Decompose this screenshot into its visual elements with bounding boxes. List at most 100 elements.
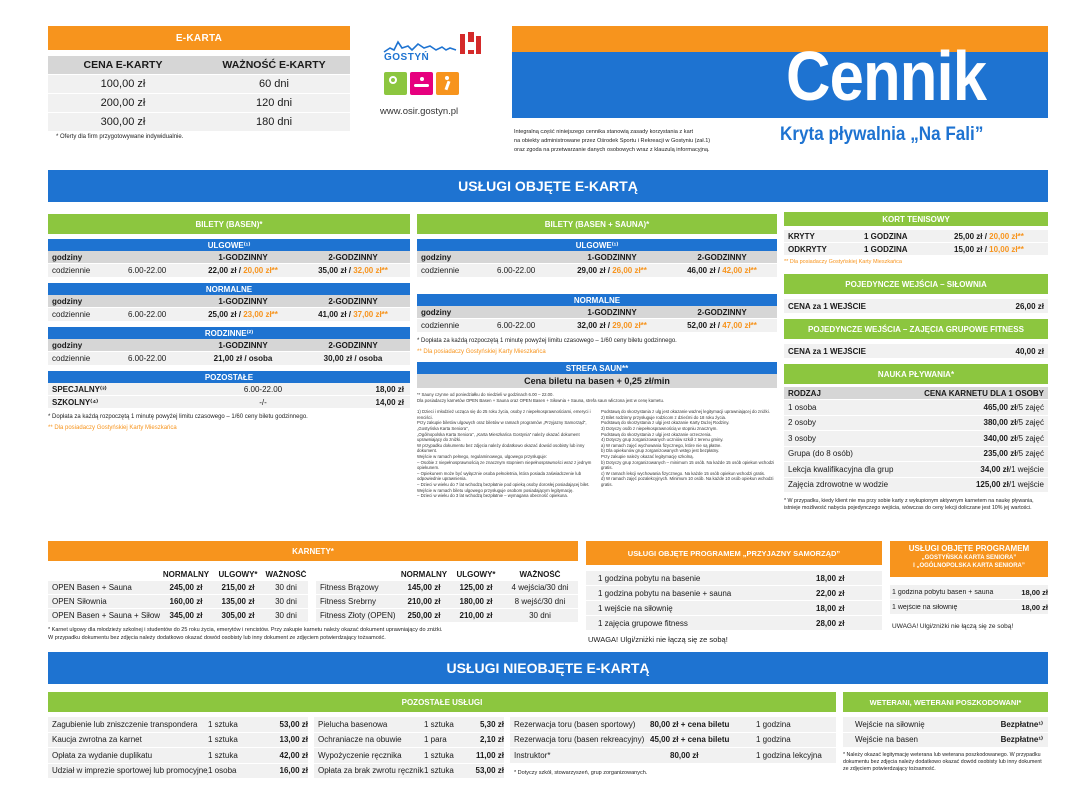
- samorzad-title: USŁUGI OBJĘTE PROGRAMEM „PRZYJAZNY SAMOR…: [586, 541, 882, 565]
- pozostale-title: POZOSTAŁE USŁUGI: [48, 692, 836, 712]
- basen-ulgowe-row: codziennie 6.00-22.00 22,00 zł / 20,00 zł*…: [48, 264, 410, 278]
- strefa-note2: Dla posiadaczy karnetów OPEN Basen + Sau…: [417, 397, 665, 403]
- senior-row: 1 wejście na siłownię 18,00 zł: [890, 600, 1048, 615]
- basen-note1: * Dopłata za każdą rozpoczętą 1 minutę p…: [48, 414, 308, 420]
- kort-row: ODKRYTY 1 GODZINA 15,00 zł / 10,00 zł**: [784, 243, 1048, 256]
- basen-rodzinne-row: codziennie 6.00-22.00 21,00 zł / osoba 30,0…: [48, 352, 410, 366]
- fine-print-left: 1) Dzieci i młodzież ucząca się do 25 ro…: [417, 409, 592, 499]
- samorzad-row: 1 wejście na siłownię 18,00 zł: [586, 601, 882, 616]
- ekarta-panel: E-KARTA CENA E-KARTY WAŻNOŚĆ E-KARTY 100…: [48, 26, 350, 144]
- basen-pozostale-header: POZOSTAŁE: [48, 371, 410, 383]
- basen-note2: ** Dla posiadaczy Gostyńskiej Karty Mies…: [48, 425, 177, 431]
- silownia-title: POJEDYNCZE WEJŚCIA – SIŁOWNIA: [784, 274, 1048, 294]
- fitness-row: CENA za 1 WEJŚCIE 40,00 zł: [784, 344, 1048, 359]
- senior-panel: USŁUGI OBJĘTE PROGRAMEM „GOSTYŃSKA KARTA…: [890, 541, 1048, 630]
- sauna-ulgowe-row: codziennie 6.00-22.00 29,00 zł / 26,00 zł*…: [417, 264, 777, 278]
- ekarta-row: 100,00 zł 60 dni: [48, 75, 350, 94]
- logo-text: GOSTYŃ: [384, 52, 430, 63]
- header-orange-bar: [512, 26, 1048, 52]
- weterani-row: Wejście na siłownię Bezpłatne¹⁾: [843, 717, 1048, 733]
- website-link[interactable]: www.osir.gostyn.pl: [380, 106, 459, 117]
- tennis-icon: [384, 72, 407, 95]
- running-icon: [436, 72, 459, 95]
- usluga-row: Instruktor* 80,00 zł 1 godzina lekcyjna: [510, 748, 836, 764]
- logo: GOSTYŃ www.osir.gostyn.pl: [380, 28, 490, 120]
- nauka-row: Lekcja kwalifikacyjna dla grup 34,00 zł/1…: [784, 462, 1048, 478]
- senior-note: UWAGA! Ulgi/zniżki nie łączą się ze sobą…: [892, 623, 1014, 630]
- samorzad-panel: USŁUGI OBJĘTE PROGRAMEM „PRZYJAZNY SAMOR…: [586, 541, 882, 644]
- ekarta-col-validity: WAŻNOŚĆ E-KARTY: [222, 59, 326, 71]
- right-column: KORT TENISOWY KRYTY 1 GODZINA 25,00 zł / 2…: [784, 212, 1048, 512]
- kort-note: ** Dla posiadaczy Gostyńskiej Karty Mies…: [784, 259, 902, 265]
- sauna-normalne-header: NORMALNE: [417, 294, 777, 306]
- usluga-row: Rezerwacja toru (basen sportowy) 80,00 zł…: [510, 717, 836, 733]
- kort-row: KRYTY 1 GODZINA 25,00 zł / 20,00 zł**: [784, 230, 1048, 243]
- nauka-row: Grupa (do 8 osób) 235,00 zł/5 zajęć: [784, 446, 1048, 462]
- kort-title: KORT TENISOWY: [784, 212, 1048, 226]
- pozostale-note: * Dotyczy szkół, stowarzyszeń, grup zorg…: [514, 769, 648, 776]
- nauka-header: RODZAJ CENA KARNETU DLA 1 OSOBY: [784, 387, 1048, 400]
- samorzad-row: 1 godzina pobytu na basenie + sauna 22,00…: [586, 586, 882, 601]
- karnet-row: OPEN Siłownia 160,00 zł 135,00 zł 30 dni: [48, 595, 308, 609]
- karnety-left-header: NORMALNY ULGOWY* WAŻNOŚĆ: [48, 569, 308, 581]
- karnety-note2: W przypadku dokumentu bez zdjęcia należy…: [48, 635, 386, 641]
- basen-normalne-row: codziennie 6.00-22.00 25,00 zł / 23,00 zł*…: [48, 308, 410, 322]
- town-skyline-icon: [383, 32, 481, 54]
- samorzad-row: 1 godzina pobytu na basenie 18,00 zł: [586, 571, 882, 586]
- senior-title: USŁUGI OBJĘTE PROGRAMEM „GOSTYŃSKA KARTA…: [890, 541, 1048, 577]
- strefa-saun-price: Cena biletu na basen + 0,25 zł/min: [417, 374, 777, 388]
- silownia-row: CENA za 1 WEJŚCIE 26,00 zł: [784, 299, 1048, 314]
- basen-normalne-header: NORMALNE: [48, 283, 410, 295]
- sauna-normalne-row: codziennie 6.00-22.00 32,00 zł / 29,00 zł*…: [417, 319, 777, 333]
- karnet-row: Fitness Złoty (OPEN) 250,00 zł 210,00 zł 30…: [316, 609, 578, 623]
- ekarta-note: * Oferty dla firm przygotowywane indywid…: [56, 134, 184, 140]
- ekarta-col-price: CENA E-KARTY: [83, 59, 163, 71]
- usluga-row: Rezerwacja toru (basen rekreacyjny) 45,00…: [510, 732, 836, 748]
- usluga-row: Pielucha basenowa 1 sztuka 5,30 zł: [314, 717, 504, 733]
- strefa-note1: ** Sauny czynne od poniedziałku do niedz…: [417, 392, 554, 397]
- ekarta-row: 200,00 zł 120 dni: [48, 94, 350, 113]
- section-nie-ekarta-banner: USŁUGI NIEOBJĘTE E-KARTĄ: [48, 652, 1048, 684]
- basen-panel: BILETY (BASEN)* ULGOWE⁽¹⁾ godziny 1-GODZI…: [48, 214, 410, 432]
- nauka-row: 2 osoby 380,00 zł/5 zajęć: [784, 415, 1048, 431]
- basen-rodzinne-header: RODZINNE⁽²⁾: [48, 327, 410, 339]
- weterani-row: Wejście na basen Bezpłatne¹⁾: [843, 732, 1048, 748]
- ekarta-row: 300,00 zł 180 dni: [48, 113, 350, 132]
- karnety-note1: * Karnet ulgowy dla młodzieży szkolnej i…: [48, 627, 443, 633]
- karnety-panel: KARNETY* NORMALNY ULGOWY* WAŻNOŚĆ OPEN Bas…: [48, 541, 578, 642]
- page-title: Cennik: [786, 37, 987, 115]
- header-blue-bar: [512, 52, 1048, 118]
- fitness-title: POJEDYNCZE WEJŚCIA – ZAJĘCIA GRUPOWE FIT…: [784, 319, 1048, 339]
- nauka-note: * W przypadku, kiedy klient nie ma przy …: [784, 498, 1034, 511]
- samorzad-row: 1 zajęcia grupowe fitness 28,00 zł: [586, 616, 882, 631]
- nauka-row: Zajęcia zdrowotne w wodzie 125,00 zł/1 we…: [784, 477, 1048, 493]
- samorzad-note: UWAGA! Ulgi/zniżki nie łączą się ze sobą…: [588, 635, 728, 644]
- karnety-title: KARNETY*: [48, 541, 578, 561]
- ekarta-title: E-KARTA: [48, 26, 350, 50]
- fine-print-right: Podstawą do skorzystania z ulg jest okaz…: [601, 409, 775, 487]
- weterani-note: * Należy okazać legitymację weterana lub…: [843, 752, 1042, 772]
- usluga-row: Ochraniacze na obuwie 1 para 2,10 zł: [314, 732, 504, 748]
- ekarta-header-row: CENA E-KARTY WAŻNOŚĆ E-KARTY: [48, 56, 350, 75]
- sauna-title: BILETY (BASEN + SAUNA)*: [417, 214, 777, 234]
- page-subtitle: Kryta pływalnia „Na Fali”: [780, 124, 984, 145]
- usluga-row: Wypożyczenie ręcznika 1 sztuka 11,00 zł: [314, 748, 504, 764]
- weterani-title: WETERANI, WETERANI POSZKODOWANI*: [843, 692, 1048, 712]
- basen-ulgowe-header: ULGOWE⁽¹⁾: [48, 239, 410, 251]
- usluga-row: Udział w imprezie sportowej lub promocyj…: [48, 763, 308, 779]
- nauka-title: NAUKA PŁYWANIA*: [784, 364, 1048, 384]
- basen-title: BILETY (BASEN)*: [48, 214, 410, 234]
- karnet-row: Fitness Srebrny 210,00 zł 180,00 zł 8 wejść…: [316, 595, 578, 609]
- karnet-row: OPEN Basen + Sauna 245,00 zł 215,00 zł 30 d…: [48, 581, 308, 595]
- sauna-note1: * Dopłata za każdą rozpoczętą 1 minutę p…: [417, 338, 677, 344]
- sauna-ulgowe-header: ULGOWE⁽¹⁾: [417, 239, 777, 251]
- nauka-row: 3 osoby 340,00 zł/5 zajęć: [784, 431, 1048, 447]
- karnet-row: OPEN Basen + Sauna + Siłownia 345,00 zł 30…: [48, 609, 308, 623]
- sauna-panel: BILETY (BASEN + SAUNA)* ULGOWE⁽¹⁾ godzin…: [417, 214, 777, 499]
- swimming-icon: [410, 72, 433, 95]
- basen-specjalny-row: SPECJALNY⁽³⁾ 6.00-22.00 18,00 zł: [48, 383, 410, 396]
- pozostale-panel: POZOSTAŁE USŁUGI Zagubienie lub zniszcze…: [48, 692, 836, 779]
- usluga-row: Opłata za wydanie duplikatu 1 sztuka 42,00…: [48, 748, 308, 764]
- usluga-row: Opłata za brak zwrotu ręcznika 1 sztuka 53…: [314, 763, 504, 779]
- karnety-right-header: NORMALNY ULGOWY* WAŻNOŚĆ: [316, 569, 578, 581]
